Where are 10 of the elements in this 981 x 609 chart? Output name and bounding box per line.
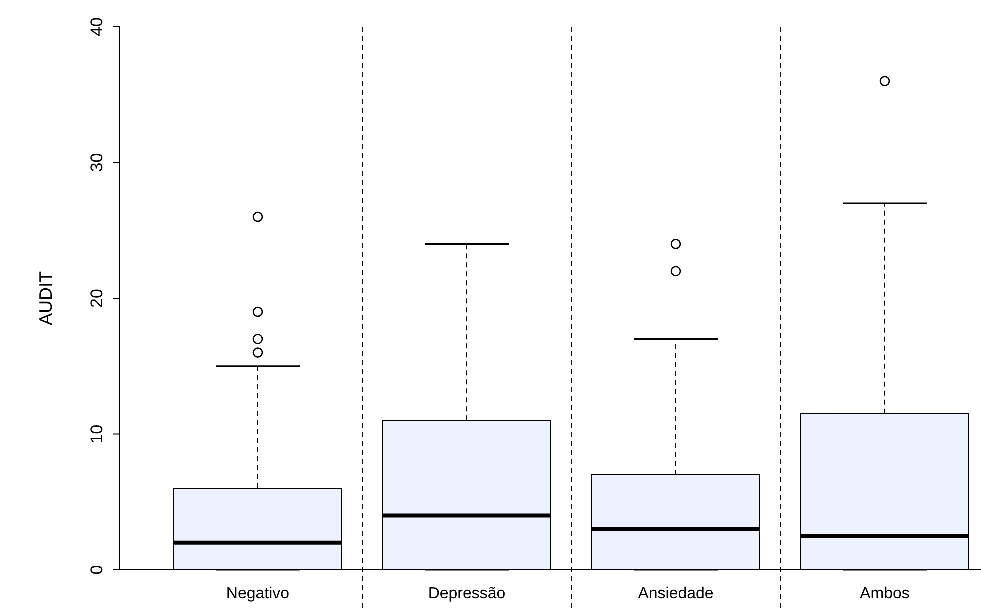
y-tick-label: 40	[87, 18, 106, 36]
x-tick-label: Depressão	[428, 586, 506, 603]
y-tick-label: 20	[87, 289, 106, 308]
x-tick-label: Ambos	[860, 586, 910, 603]
y-tick-label: 10	[87, 424, 106, 444]
y-tick-label: 30	[87, 153, 106, 172]
y-tick-label: 0	[87, 565, 106, 575]
x-tick-label: Negativo	[226, 586, 290, 603]
y-axis-title: AUDIT	[36, 271, 56, 326]
x-tick-label: Ansiedade	[638, 586, 714, 603]
